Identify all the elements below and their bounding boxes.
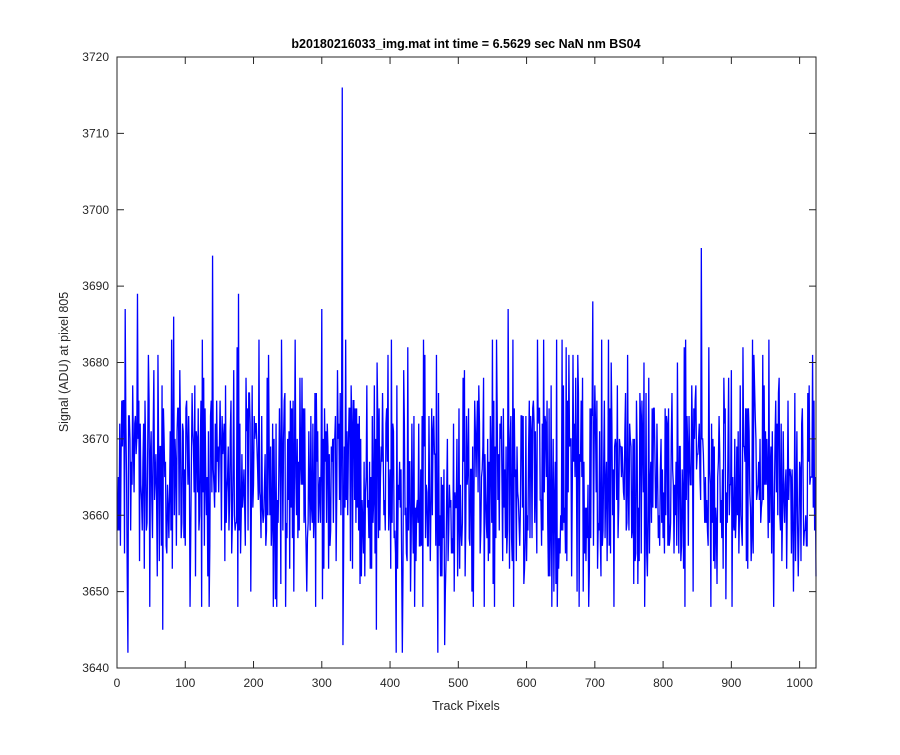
y-tick-label: 3690 — [82, 279, 109, 293]
y-tick-label: 3680 — [82, 356, 109, 370]
x-axis: 0 100 200 300 400 500 600 700 800 900 1000 — [114, 57, 813, 690]
y-tick-label: 3660 — [82, 508, 109, 522]
y-tick-label: 3710 — [82, 126, 109, 140]
x-tick-label: 100 — [175, 676, 195, 690]
x-tick-label: 300 — [312, 676, 332, 690]
signal-series-line — [117, 87, 817, 653]
x-tick-label: 400 — [380, 676, 400, 690]
x-tick-label: 1000 — [786, 676, 813, 690]
data-layer — [117, 87, 817, 653]
y-tick-label: 3650 — [82, 585, 109, 599]
x-tick-label: 700 — [585, 676, 605, 690]
x-tick-label: 200 — [244, 676, 264, 690]
y-axis: 3640 3650 3660 3670 3680 3690 3700 3710 3720 — [82, 50, 816, 675]
x-tick-label: 600 — [517, 676, 537, 690]
x-tick-label: 0 — [114, 676, 121, 690]
y-tick-label: 3670 — [82, 432, 109, 446]
x-axis-label: Track Pixels — [432, 699, 500, 713]
x-tick-label: 900 — [721, 676, 741, 690]
y-tick-label: 3640 — [82, 661, 109, 675]
x-tick-label: 500 — [448, 676, 468, 690]
y-axis-label: Signal (ADU) at pixel 805 — [57, 292, 71, 432]
y-tick-label: 3700 — [82, 203, 109, 217]
chart-title: b20180216033_img.mat int time = 6.5629 s… — [291, 37, 640, 51]
plot-area — [117, 57, 816, 668]
y-tick-label: 3720 — [82, 50, 109, 64]
x-tick-label: 800 — [653, 676, 673, 690]
